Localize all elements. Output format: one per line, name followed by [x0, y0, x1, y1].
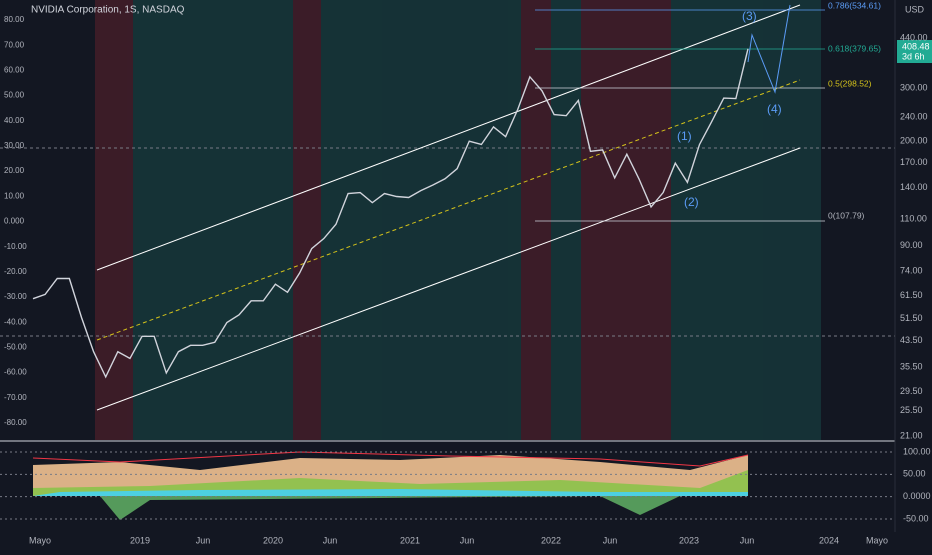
price-tick-label: 51.50: [900, 313, 923, 323]
left-tick-label: -10.00: [4, 242, 27, 251]
osc-tick-label: 50.00: [903, 469, 926, 479]
x-tick-label: Jun: [740, 535, 755, 545]
x-tick-label: 2020: [263, 535, 283, 545]
left-tick-label: 30.00: [4, 141, 25, 150]
left-tick-label: -30.00: [4, 292, 27, 301]
left-tick-label: 20.00: [4, 166, 25, 175]
left-tick-label: -50.00: [4, 343, 27, 352]
left-tick-label: 0.000: [4, 217, 25, 226]
price-tick-label: 110.00: [900, 214, 927, 224]
price-tick-label: 43.50: [900, 335, 923, 345]
wave-label: (4): [767, 102, 782, 116]
x-tick-label: Mayo: [866, 535, 888, 545]
x-tick-label: Jun: [603, 535, 618, 545]
price-tick-label: 61.50: [900, 290, 923, 300]
fib-label: 0.5(298.52): [828, 78, 872, 88]
symbol-title: NVIDIA Corporation, 1S, NASDAQ: [31, 5, 185, 16]
price-tick-label: 170.00: [900, 157, 928, 167]
left-tick-label: 50.00: [4, 91, 25, 100]
price-tick-label: 90.00: [900, 240, 923, 250]
price-tick-label: 29.50: [900, 386, 923, 396]
price-tick-label: 140.00: [900, 182, 928, 192]
oscillator-areas: [32, 451, 749, 520]
x-tick-label: 2022: [541, 535, 561, 545]
fib-label: 0.786(534.61): [828, 0, 881, 10]
x-tick-label: 2021: [400, 535, 420, 545]
x-tick-label: Mayo: [29, 535, 51, 545]
left-tick-label: -80.00: [4, 418, 27, 427]
price-tick-label: 440.00: [900, 32, 928, 42]
price-tick-label: 25.50: [900, 405, 923, 415]
price-tick-label: 300.00: [900, 82, 928, 92]
price-tick-label: 35.50: [900, 362, 923, 372]
wave-label: (2): [684, 195, 699, 209]
left-tick-label: 80.00: [4, 15, 25, 24]
x-tick-label: Jun: [460, 535, 475, 545]
osc-tick-label: -50.00: [903, 513, 929, 523]
left-tick-label: 70.00: [4, 40, 25, 49]
price-tag-value: 408.48: [902, 41, 930, 51]
x-tick-label: Jun: [196, 535, 211, 545]
x-tick-label: Jun: [323, 535, 338, 545]
left-tick-label: 10.00: [4, 191, 25, 200]
wave-label: (1): [677, 129, 692, 143]
fib-label: 0.618(379.65): [828, 43, 881, 53]
osc-tick-label: 100.00: [903, 446, 931, 456]
session-bands: [95, 0, 821, 440]
left-tick-label: -20.00: [4, 267, 27, 276]
price-tick-label: 74.00: [900, 266, 923, 276]
left-tick-label: -40.00: [4, 317, 27, 326]
price-tag: [897, 40, 932, 63]
left-tick-label: 40.00: [4, 116, 25, 125]
fib-levels: [535, 9, 825, 222]
price-tick-label: 200.00: [900, 136, 928, 146]
left-tick-label: 60.00: [4, 65, 25, 74]
wave-projection: [747, 4, 791, 94]
wave-label: (3): [742, 9, 757, 23]
left-tick-label: -70.00: [4, 393, 27, 402]
osc-tick-label: 0.0000: [903, 491, 931, 501]
left-tick-label: -60.00: [4, 368, 27, 377]
currency: USD: [905, 4, 925, 14]
fib-label: 0(107.79): [828, 210, 865, 220]
x-tick-label: 2019: [130, 535, 150, 545]
price-tag-countdown: 3d 6h: [902, 51, 925, 61]
x-tick-label: 2023: [679, 535, 699, 545]
price-line: [32, 48, 749, 379]
price-tick-label: 21.00: [900, 430, 923, 440]
x-tick-label: 2024: [819, 535, 839, 545]
price-tick-label: 240.00: [900, 112, 928, 122]
